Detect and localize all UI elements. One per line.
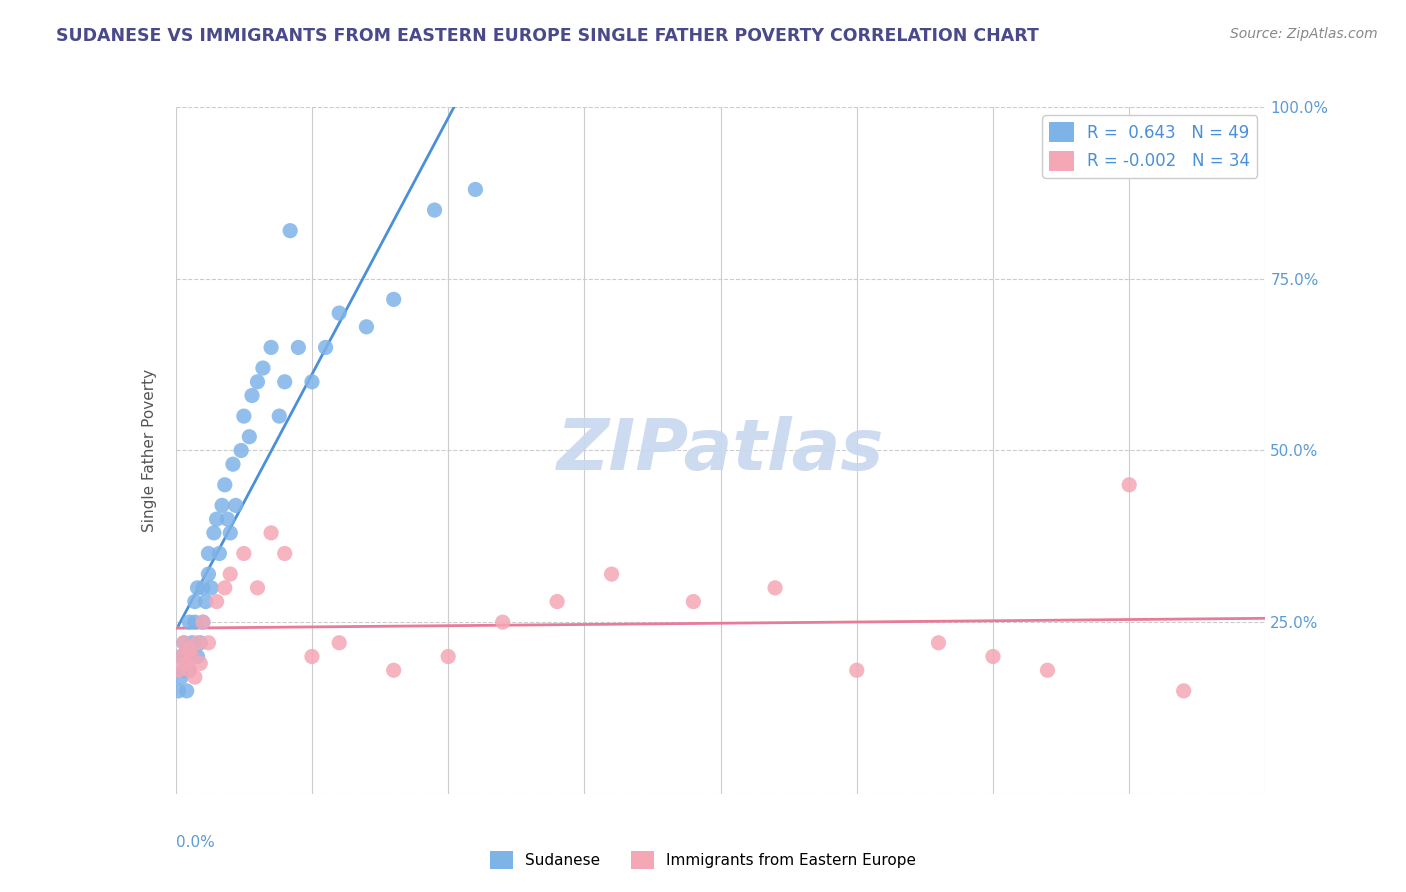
Point	[186, 649, 209, 664]
Point	[217, 512, 239, 526]
Point	[225, 499, 247, 513]
Legend: R =  0.643   N = 49, R = -0.002   N = 34: R = 0.643 N = 49, R = -0.002 N = 34	[1042, 115, 1257, 178]
Point	[188, 636, 211, 650]
Point	[464, 182, 486, 196]
Point	[211, 499, 233, 513]
Point	[240, 388, 263, 402]
Point	[186, 581, 209, 595]
Point	[170, 649, 193, 664]
Point	[208, 546, 231, 561]
Text: SUDANESE VS IMMIGRANTS FROM EASTERN EUROPE SINGLE FATHER POVERTY CORRELATION CHA: SUDANESE VS IMMIGRANTS FROM EASTERN EURO…	[56, 27, 1039, 45]
Point	[845, 663, 868, 677]
Point	[181, 649, 204, 664]
Point	[197, 636, 219, 650]
Point	[278, 224, 301, 238]
Point	[928, 636, 950, 650]
Point	[260, 525, 283, 540]
Point	[328, 306, 350, 320]
Point	[269, 409, 291, 423]
Text: 0.0%: 0.0%	[176, 835, 215, 850]
Point	[184, 670, 207, 684]
Point	[167, 663, 190, 677]
Point	[170, 649, 193, 664]
Point	[1118, 478, 1140, 492]
Point	[219, 525, 242, 540]
Point	[214, 478, 236, 492]
Text: Source: ZipAtlas.com: Source: ZipAtlas.com	[1230, 27, 1378, 41]
Point	[197, 567, 219, 582]
Point	[181, 636, 204, 650]
Point	[194, 594, 217, 608]
Point	[222, 457, 245, 471]
Point	[546, 594, 568, 608]
Point	[205, 594, 228, 608]
Point	[173, 636, 195, 650]
Point	[214, 581, 236, 595]
Point	[981, 649, 1004, 664]
Point	[246, 375, 269, 389]
Point	[179, 615, 201, 630]
Point	[231, 443, 253, 458]
Point	[1173, 683, 1195, 698]
Point	[382, 293, 405, 307]
Point	[219, 567, 242, 582]
Point	[184, 615, 207, 630]
Point	[232, 546, 254, 561]
Point	[274, 375, 297, 389]
Point	[492, 615, 515, 630]
Point	[301, 375, 323, 389]
Point	[170, 670, 193, 684]
Point	[437, 649, 460, 664]
Point	[186, 636, 209, 650]
Point	[173, 663, 195, 677]
Point	[179, 663, 201, 677]
Point	[167, 683, 190, 698]
Point	[763, 581, 786, 595]
Point	[205, 512, 228, 526]
Point	[176, 649, 198, 664]
Point	[238, 430, 260, 444]
Y-axis label: Single Father Poverty: Single Father Poverty	[142, 369, 157, 532]
Point	[682, 594, 704, 608]
Point	[202, 525, 225, 540]
Point	[328, 636, 350, 650]
Point	[287, 340, 309, 354]
Point	[184, 594, 207, 608]
Point	[191, 615, 214, 630]
Point	[197, 546, 219, 561]
Point	[382, 663, 405, 677]
Point	[179, 663, 201, 677]
Point	[232, 409, 254, 423]
Point	[176, 657, 198, 671]
Point	[423, 203, 446, 218]
Point	[252, 361, 274, 376]
Point	[600, 567, 623, 582]
Point	[1036, 663, 1059, 677]
Point	[179, 642, 201, 657]
Legend: Sudanese, Immigrants from Eastern Europe: Sudanese, Immigrants from Eastern Europe	[484, 845, 922, 875]
Point	[181, 649, 204, 664]
Point	[315, 340, 337, 354]
Text: ZIPatlas: ZIPatlas	[557, 416, 884, 485]
Point	[191, 615, 214, 630]
Point	[200, 581, 222, 595]
Point	[191, 581, 214, 595]
Point	[260, 340, 283, 354]
Point	[176, 683, 198, 698]
Point	[246, 581, 269, 595]
Point	[173, 636, 195, 650]
Point	[188, 657, 211, 671]
Point	[301, 649, 323, 664]
Point	[356, 319, 378, 334]
Point	[274, 546, 297, 561]
